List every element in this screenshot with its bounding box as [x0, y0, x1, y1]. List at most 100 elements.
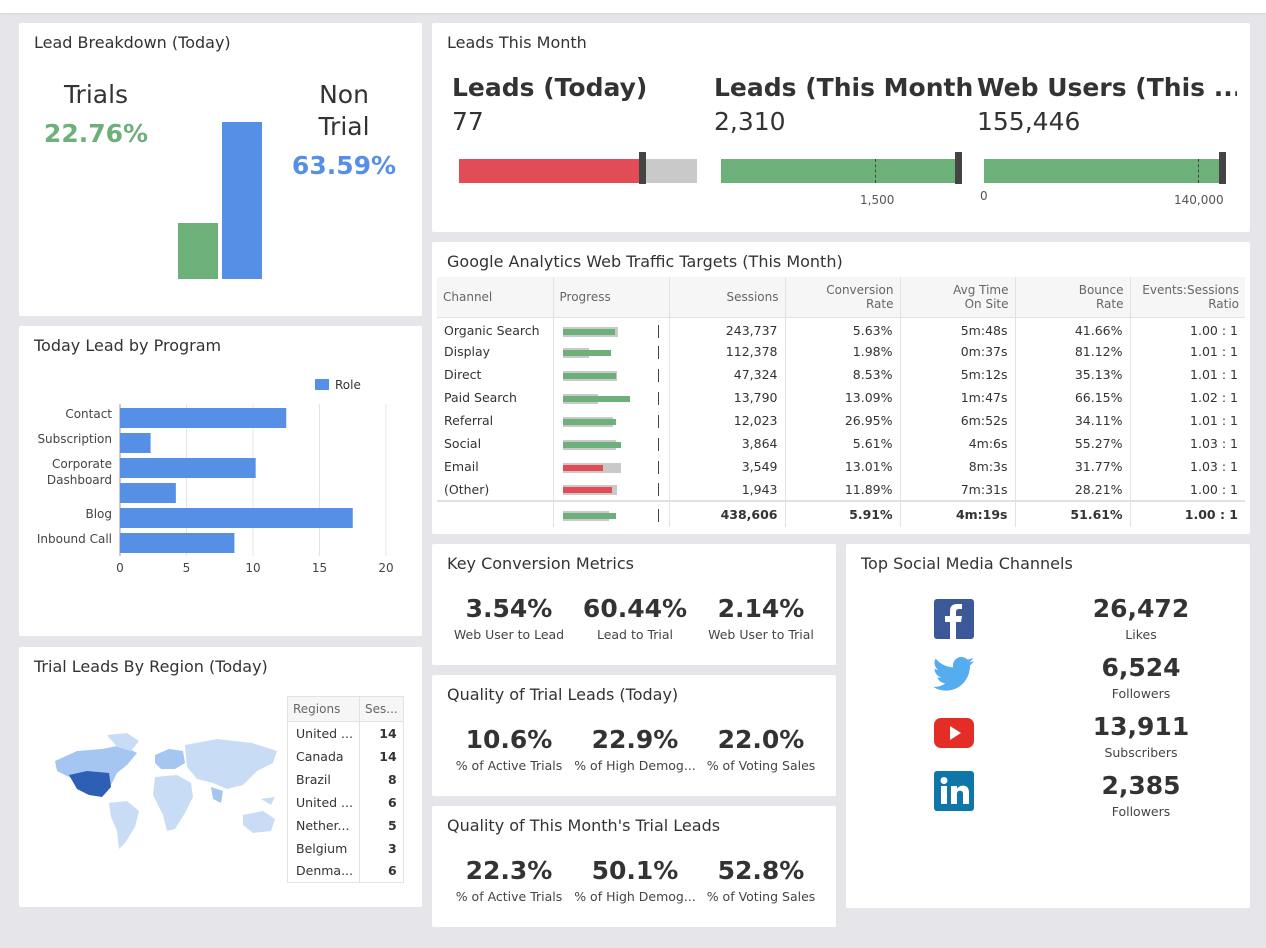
bounce-cell: 41.66%	[1015, 317, 1131, 340]
avg-time-column-header[interactable]: Avg Time On Site	[900, 277, 1016, 318]
sessions-cell: 1,943	[669, 478, 786, 501]
region-row[interactable]: United ... 14	[288, 721, 404, 745]
metric-value: 60.44%	[582, 594, 688, 623]
progress-target-tick	[657, 345, 659, 359]
bounce-cell: 31.77%	[1015, 455, 1131, 478]
progress-fill	[562, 464, 603, 471]
table-total-row[interactable]: 438,606 5.91% 4m:19s 51.61% 1.00 : 1	[437, 500, 1245, 527]
sessions-cell: 13,790	[669, 386, 786, 409]
region-row[interactable]: Belgium 3	[288, 836, 404, 860]
web-users-bullet-fill	[984, 159, 1222, 183]
sessions-column-header[interactable]: Sessions	[669, 277, 786, 318]
progress-fill	[562, 349, 611, 356]
linkedin-value: 2,385	[1101, 771, 1181, 800]
progress-bar	[561, 483, 661, 496]
avg-time-cell: 0m:37s	[900, 340, 1016, 363]
bounce-column-header[interactable]: Bounce Rate	[1015, 277, 1131, 318]
ratio-cell: 1.00 : 1	[1190, 323, 1238, 339]
card-title: Trial Leads By Region (Today)	[34, 657, 268, 676]
linkedin-label: Followers	[1111, 804, 1171, 819]
table-row[interactable]: Email 3,549 13.01% 8m:3s 31.77% 1.03 : 1	[437, 455, 1245, 478]
kpi-value-leads-month: 2,310	[714, 107, 786, 136]
progress-target-tick	[657, 324, 659, 338]
nontrial-percent: 63.59%	[291, 151, 397, 180]
leads-today-bullet-fill	[459, 159, 642, 183]
channel-column-header[interactable]: Channel	[437, 277, 554, 318]
region-name: United ...	[296, 794, 353, 810]
category-label: Inbound Call	[37, 532, 112, 546]
metric-value: 10.6%	[465, 725, 553, 754]
leads-month-dash	[875, 159, 876, 183]
twitter-label: Followers	[1111, 686, 1171, 701]
conversion-cell: 8.53%	[785, 363, 901, 386]
key-conversion-card: Key Conversion Metrics 3.54% Web User to …	[432, 544, 836, 665]
table-row[interactable]: (Other) 1,943 11.89% 7m:31s 28.21% 1.00 : 1	[437, 478, 1245, 501]
progress-target-tick	[657, 368, 659, 382]
progress-target-tick	[657, 391, 659, 405]
channel-cell: Direct	[437, 363, 554, 386]
youtube-value: 13,911	[1092, 712, 1190, 741]
progress-cell	[553, 386, 670, 409]
table-row[interactable]: Paid Search 13,790 13.09% 1m:47s 66.15% 1.02 …	[437, 386, 1245, 409]
leads-month-target-marker	[955, 152, 962, 184]
category-label: Corporate	[52, 457, 112, 471]
progress-target-tick	[657, 460, 659, 474]
progress-bar	[561, 460, 661, 474]
ratio-cell: 1.00 : 1	[1190, 481, 1238, 497]
progress-cell	[553, 455, 670, 478]
region-row[interactable]: Nether... 5	[288, 813, 404, 837]
events-column-header[interactable]: Events:Sessions Ratio	[1130, 277, 1245, 318]
progress-fill	[562, 418, 616, 425]
table-row[interactable]: Social 3,864 5.61% 4m:6s 55.27% 1.03 : 1	[437, 432, 1245, 455]
kpi-title-leads-today: Leads (Today)	[452, 73, 648, 102]
web-users-tick-start: 0	[980, 189, 988, 203]
metric-value: 2.14%	[717, 594, 805, 623]
bounce-cell: 35.13%	[1015, 363, 1131, 386]
twitter-value: 6,524	[1101, 653, 1181, 682]
channel-cell: Organic Search	[437, 317, 554, 340]
progress-bar	[561, 414, 661, 428]
region-row[interactable]: Brazil 8	[288, 767, 404, 791]
sessions-cell: 112,378	[669, 340, 786, 363]
leads-month-bullet-fill	[721, 159, 959, 183]
conversion-header-text: Conversion Rate	[826, 282, 894, 311]
table-row[interactable]: Organic Search 243,737 5.63% 5m:48s 41.66% 1.…	[437, 317, 1245, 340]
ratio-cell: 1.03 : 1	[1190, 436, 1238, 451]
youtube-icon[interactable]	[934, 713, 974, 753]
web-users-target-marker	[1219, 152, 1226, 184]
web-users-dash	[1198, 159, 1199, 183]
channel-cell: Display	[437, 340, 554, 363]
bounce-header-text: Bounce Rate	[1078, 282, 1124, 311]
facebook-label: Likes	[1125, 627, 1157, 642]
facebook-icon[interactable]	[934, 599, 974, 639]
region-row[interactable]: Denma... 6	[288, 859, 404, 883]
conversion-column-header[interactable]: Conversion Rate	[785, 277, 901, 318]
social-card: Top Social Media Channels 26,472 Likes 6…	[846, 544, 1250, 908]
sessions-cell: 3,549	[669, 455, 786, 478]
progress-cell	[553, 432, 670, 455]
region-card: Trial Leads By Region (Today) Regions Se…	[19, 647, 422, 907]
quality-today-card: Quality of Trial Leads (Today) 10.6% % of…	[432, 675, 836, 796]
metric-value: 50.1%	[591, 856, 679, 885]
table-row[interactable]: Display 112,378 1.98% 0m:37s 81.12% 1.01 : 1	[437, 340, 1245, 363]
region-row[interactable]: Canada 14	[288, 744, 404, 768]
lead-breakdown-card: Lead Breakdown (Today) Trials 22.76% Non…	[19, 23, 422, 316]
ratio-cell: 1.01 : 1	[1190, 413, 1238, 428]
kpi-value-leads-today: 77	[452, 107, 484, 136]
region-row[interactable]: United ... 6	[288, 790, 404, 814]
linkedin-icon[interactable]	[934, 771, 974, 811]
progress-cell	[553, 478, 670, 501]
ratio-cell: 1.01 : 1	[1190, 367, 1238, 382]
bounce-cell: 81.12%	[1015, 340, 1131, 363]
table-row[interactable]: Direct 47,324 8.53% 5m:12s 35.13% 1.01 : 1	[437, 363, 1245, 386]
twitter-icon[interactable]	[934, 654, 974, 694]
sessions-column-header[interactable]: Ses...	[359, 696, 404, 722]
progress-fill	[562, 395, 630, 402]
program-bar-chart: 0 5 10 15 20 Role Contact Subscription Corporate…	[37, 378, 394, 575]
region-sessions: 3	[359, 836, 404, 860]
region-column-header[interactable]: Regions	[287, 696, 360, 722]
region-name: Belgium	[296, 840, 348, 856]
table-row[interactable]: Referral 12,023 26.95% 6m:52s 34.11% 1.01 : 1	[437, 409, 1245, 432]
progress-column-header[interactable]: Progress	[553, 277, 670, 318]
sessions-cell: 438,606	[669, 500, 786, 527]
